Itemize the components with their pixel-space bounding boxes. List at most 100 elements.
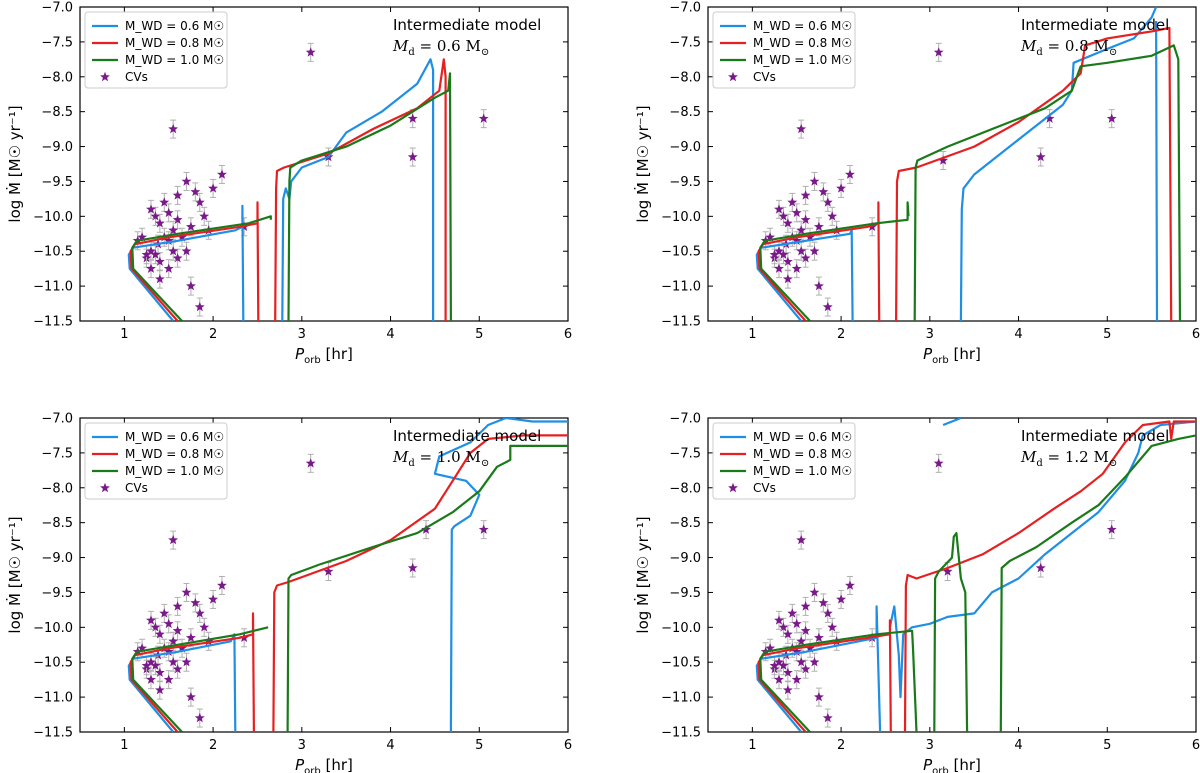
cv-point <box>938 155 949 165</box>
x-tick-label: 6 <box>1192 738 1200 753</box>
x-tick-label: 5 <box>475 327 483 342</box>
series-line-2 <box>757 420 1196 732</box>
legend-entry: M_WD = 1.0 M☉ <box>125 464 224 478</box>
legend-box <box>84 11 228 89</box>
cv-point <box>814 221 824 231</box>
data-layer <box>127 42 489 321</box>
cv-point <box>845 169 855 179</box>
x-tick-label: 3 <box>298 327 306 342</box>
cv-point <box>168 636 179 646</box>
x-axis-label-sub: orb <box>304 766 321 773</box>
x-axis-label-main: P <box>923 756 933 773</box>
cv-point <box>769 660 780 670</box>
cv-point <box>814 632 824 642</box>
y-tick-label: −9.0 <box>41 140 73 155</box>
cv-point <box>782 256 793 266</box>
x-tick-label: 2 <box>837 738 845 753</box>
cv-point <box>765 232 776 242</box>
cv-point <box>809 176 820 186</box>
y-tick-label: −10.0 <box>661 210 701 225</box>
cv-point <box>791 646 802 656</box>
legend-star <box>728 482 738 493</box>
series-line-1 <box>127 58 435 321</box>
cv-point <box>791 235 802 245</box>
cv-point <box>172 253 183 263</box>
data-layer <box>755 418 1196 732</box>
donor-mass-sub: d <box>1036 458 1043 469</box>
cv-point <box>194 712 205 723</box>
cv-point <box>796 534 807 545</box>
sun-symbol: ⊙ <box>1109 458 1117 469</box>
x-tick-label: 3 <box>926 738 934 753</box>
data-layer <box>755 7 1182 321</box>
series-line-1 <box>755 7 1159 321</box>
legend-star <box>100 482 110 493</box>
y-tick-label: −7.0 <box>669 412 701 427</box>
legend-entry: M_WD = 1.0 M☉ <box>753 464 852 478</box>
x-axis-label-sub: orb <box>932 766 949 773</box>
y-tick-label: −11.0 <box>33 280 73 295</box>
y-tick-label: −10.5 <box>661 245 701 260</box>
donor-mass-symbol: M <box>392 448 409 466</box>
cv-point <box>177 232 187 242</box>
cv-point <box>407 151 418 162</box>
cv-point <box>1106 113 1117 123</box>
x-tick-label: 2 <box>209 738 217 753</box>
x-tick-label: 6 <box>564 327 572 342</box>
cv-point <box>168 225 179 235</box>
legend-box <box>712 422 856 500</box>
cv-point <box>186 280 196 291</box>
cv-point <box>150 660 161 670</box>
cv-point <box>146 674 156 684</box>
cv-point <box>769 249 780 259</box>
y-tick-label: −11.5 <box>33 726 73 741</box>
legend-entry: M_WD = 0.6 M☉ <box>753 19 852 33</box>
cv-point <box>805 643 815 653</box>
y-axis-label: log Ṁ [M☉ yr⁻¹] <box>5 516 24 633</box>
cv-point <box>154 273 165 284</box>
x-axis-label-main: P <box>295 756 305 773</box>
donor-mass-value: = 1.2 M <box>1043 448 1109 466</box>
donor-mass-sub: d <box>408 47 415 58</box>
donor-mass-sub: d <box>1036 47 1043 58</box>
cv-point <box>822 608 833 618</box>
cv-point <box>141 660 152 670</box>
plot-frame <box>707 6 1197 322</box>
x-tick-label: 6 <box>1192 327 1200 342</box>
cv-point <box>478 113 489 123</box>
cv-point <box>774 657 784 667</box>
cv-point <box>805 232 815 242</box>
cv-point <box>172 664 183 674</box>
plot-frame <box>79 417 569 733</box>
x-tick-label: 5 <box>475 738 483 753</box>
cv-point <box>146 657 156 667</box>
legend: M_WD = 0.6 M☉ M_WD = 0.8 M☉ M_WD = 1.0 M☉ C… <box>84 422 228 500</box>
x-axis-label-unit: [hr] <box>949 756 981 773</box>
cv-point <box>791 263 802 273</box>
cv-point <box>1106 524 1117 534</box>
cv-point <box>822 712 833 723</box>
x-tick-label: 4 <box>1014 327 1022 342</box>
donor-mass-value: = 1.0 M <box>415 448 481 466</box>
cv-point <box>217 580 227 590</box>
y-tick-label: −7.0 <box>41 412 73 427</box>
cv-point <box>791 207 802 218</box>
cv-point <box>154 218 165 228</box>
x-axis-label-sub: orb <box>932 355 949 366</box>
cv-point <box>827 622 838 632</box>
model-annotation: Intermediate model <box>1021 427 1169 445</box>
legend-entry: CVs <box>125 481 148 495</box>
x-tick-label: 1 <box>748 738 756 753</box>
y-tick-label: −8.0 <box>669 70 701 85</box>
chart-panel-4: 1 2 3 4 5 6 −11.5 −11.0 −10.5 −10.0 −9.5 −9.0 −8.5 −8… <box>633 412 1200 773</box>
cv-point <box>818 597 829 608</box>
cv-point <box>774 246 784 256</box>
series-line-1 <box>755 418 1196 732</box>
y-tick-label: −9.5 <box>669 175 701 190</box>
cv-point <box>190 597 201 608</box>
x-tick-label: 3 <box>298 738 306 753</box>
cv-point <box>146 204 156 214</box>
cv-point <box>796 123 807 134</box>
y-tick-label: −9.0 <box>669 140 701 155</box>
